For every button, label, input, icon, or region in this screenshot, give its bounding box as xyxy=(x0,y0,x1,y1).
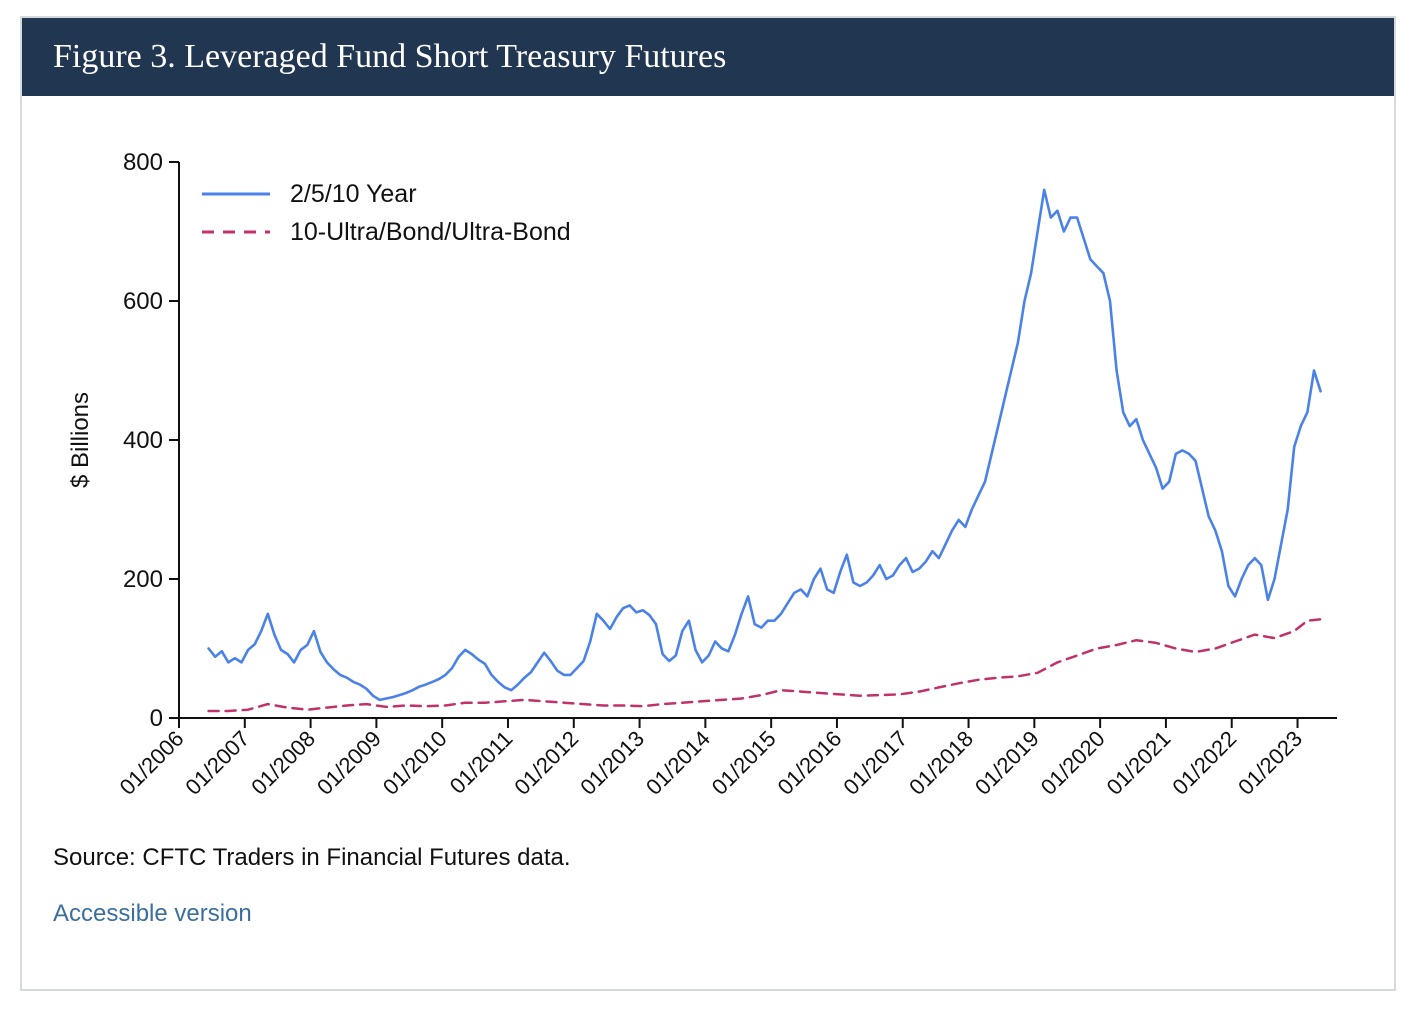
x-tick-label: 01/2022 xyxy=(1167,726,1241,800)
y-axis-label: $ Billions xyxy=(67,392,94,488)
legend-label: 10-Ultra/Bond/Ultra-Bond xyxy=(290,218,571,246)
x-tick-label: 01/2021 xyxy=(1102,726,1176,800)
x-tick-label: 01/2018 xyxy=(904,726,978,800)
y-axis: 0 200 400 600 800 xyxy=(123,149,180,732)
x-tick-label: 01/2020 xyxy=(1036,726,1110,800)
x-tick-label: 01/2023 xyxy=(1233,726,1307,800)
x-tick-label: 01/2006 xyxy=(115,726,189,800)
x-tick-label: 01/2008 xyxy=(246,726,320,800)
source-note: Source: CFTC Traders in Financial Future… xyxy=(53,844,571,871)
accessible-version-link[interactable]: Accessible version xyxy=(53,900,252,927)
x-tick-label: 01/2017 xyxy=(838,726,912,800)
x-tick-label: 01/2012 xyxy=(509,726,583,800)
x-tick-label: 01/2013 xyxy=(575,726,649,800)
x-tick-label: 01/2009 xyxy=(312,726,386,800)
x-tick-label: 01/2010 xyxy=(378,726,452,800)
legend-label: 2/5/10 Year xyxy=(290,180,417,208)
chart-container: 0 200 400 600 800 01/2006 01/2007 01/2008 01/20… xyxy=(22,96,1394,841)
x-tick-label: 01/2014 xyxy=(641,726,715,800)
figure-card: Figure 3. Leveraged Fund Short Treasury … xyxy=(20,16,1396,991)
x-axis: 01/200601/200701/200801/200901/201001/20… xyxy=(115,717,1337,800)
x-tick-label: 01/2011 xyxy=(445,726,518,799)
figure-title: Figure 3. Leveraged Fund Short Treasury … xyxy=(53,38,727,75)
series-ultra-bond-line xyxy=(207,618,1322,713)
figure-header: Figure 3. Leveraged Fund Short Treasury … xyxy=(22,18,1394,96)
x-tick-label: 01/2019 xyxy=(970,726,1044,800)
y-tick-label: 800 xyxy=(123,149,163,176)
y-tick-label: 600 xyxy=(123,288,163,315)
series-2-5-10-year-line xyxy=(207,188,1322,702)
x-tick-label: 01/2015 xyxy=(707,726,781,800)
y-tick-label: 200 xyxy=(123,566,163,593)
x-tick-label: 01/2007 xyxy=(180,726,254,800)
y-tick-label: 400 xyxy=(123,427,163,454)
legend: 2/5/10 Year 10-Ultra/Bond/Ultra-Bond xyxy=(202,180,571,246)
y-tick-label: 0 xyxy=(150,705,163,732)
series-layer xyxy=(207,188,1322,713)
x-tick-label: 01/2016 xyxy=(773,726,847,800)
